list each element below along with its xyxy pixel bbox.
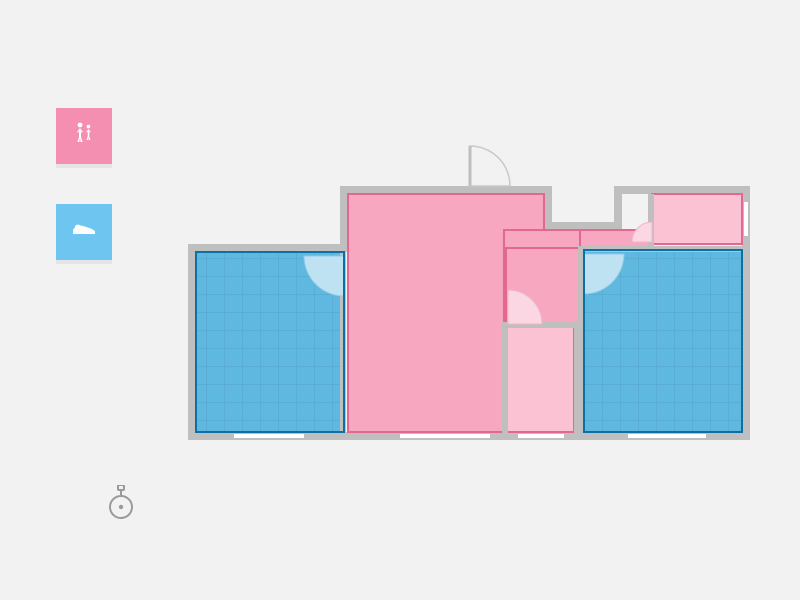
canvas [0,0,800,600]
compass-icon [106,485,136,526]
legend-dynamic-value [56,164,112,168]
legend-dynamic-top [56,108,112,164]
floor-plan [188,186,750,440]
inner-wall-kitchen-right [574,322,580,434]
door-bathroom [632,222,652,242]
inner-wall-kitchen-left [502,322,508,434]
people-icon [72,121,96,148]
bed-icon [71,218,97,243]
legend-static-value [56,260,112,264]
floor-plan-svg [188,186,750,486]
room-bathroom [652,194,742,244]
room-kitchen [506,326,574,432]
legend-static [56,204,112,264]
door-main-arc [446,140,536,190]
window-right [744,202,748,236]
legend-dynamic [56,108,112,168]
legend-static-top [56,204,112,260]
